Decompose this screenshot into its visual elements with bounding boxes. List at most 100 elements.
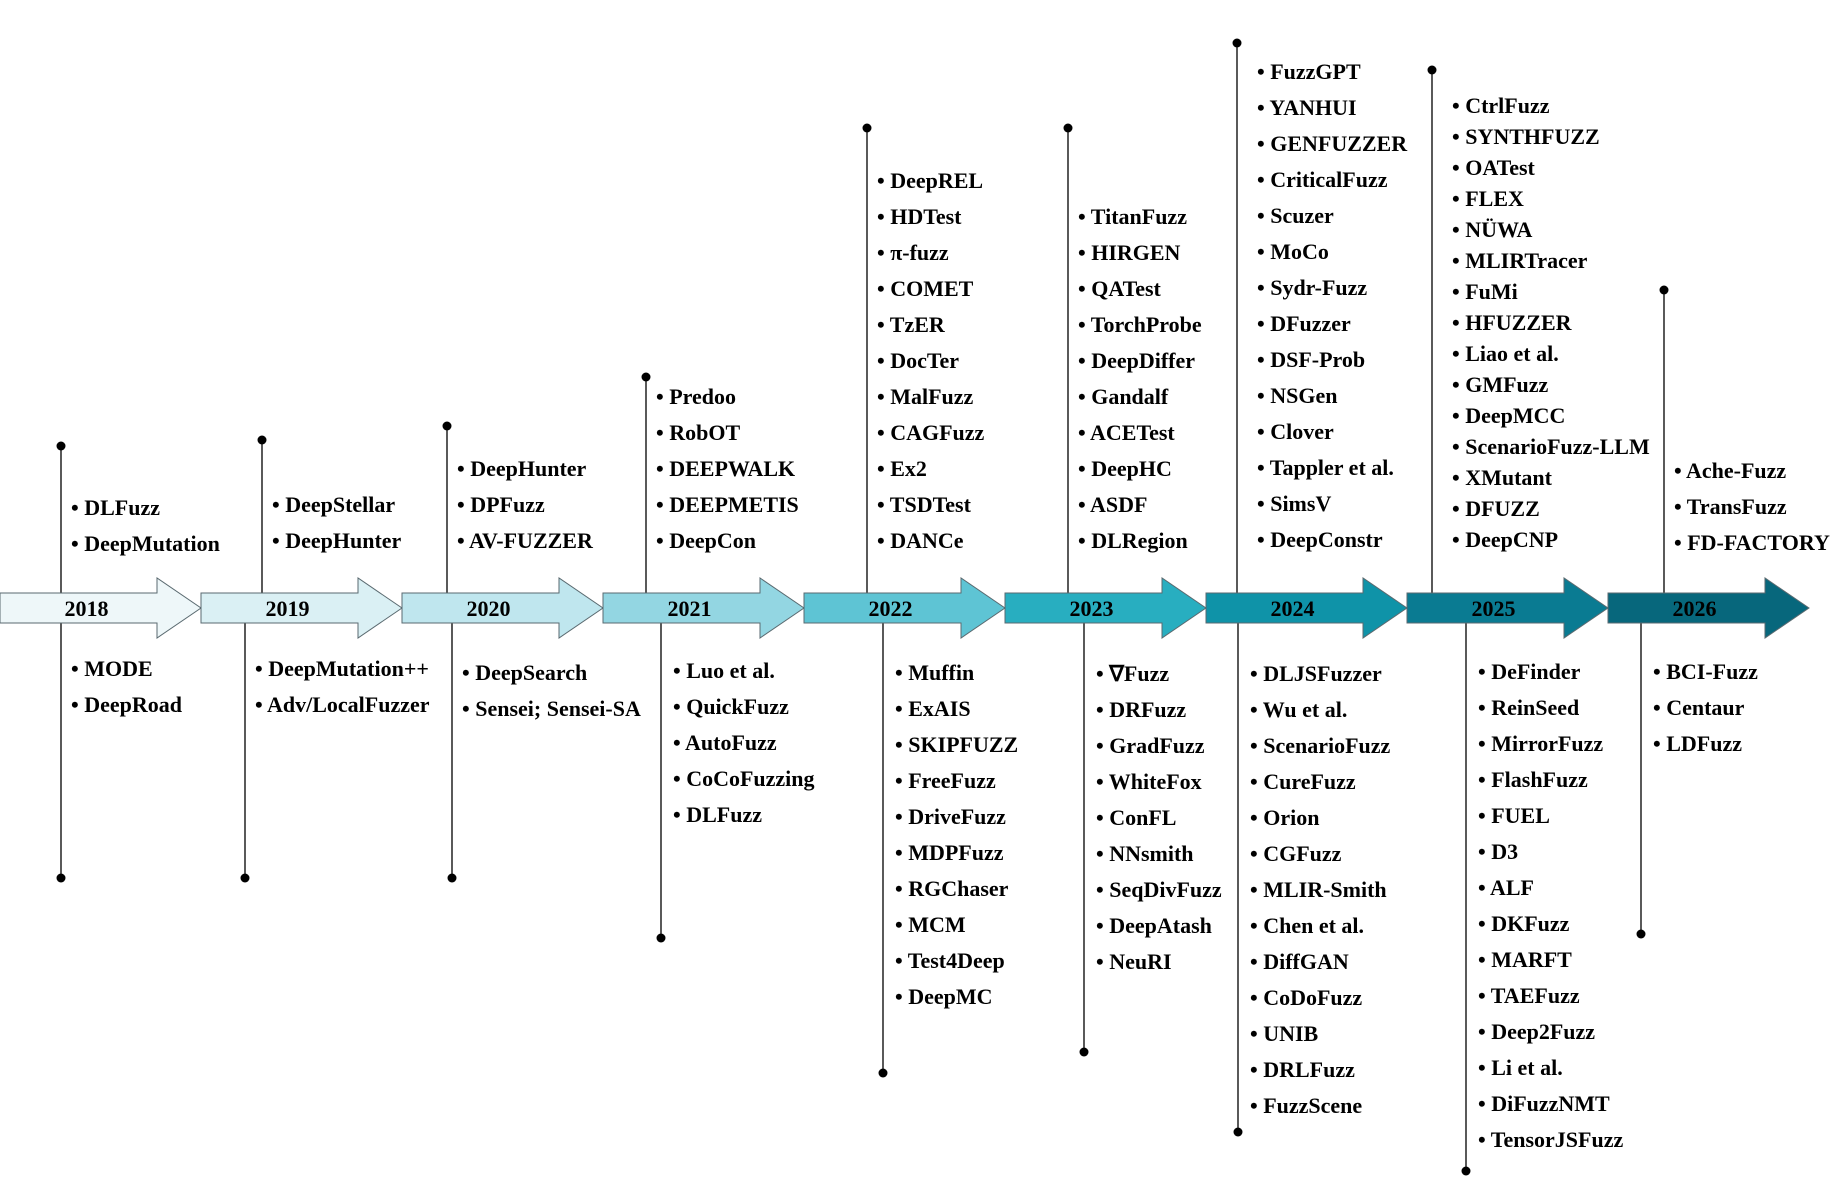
connector-lines <box>56 38 1669 1176</box>
tool-label: • Deep2Fuzz <box>1478 1019 1595 1044</box>
tool-label: • GradFuzz <box>1096 733 1205 758</box>
tool-label: • NÜWA <box>1452 217 1533 242</box>
tool-label: • DLFuzz <box>71 495 160 520</box>
connector-dot-up-2024 <box>1232 38 1242 48</box>
tool-label: • DFuzzer <box>1257 311 1351 336</box>
tool-label: • DLJSFuzzer <box>1250 661 1382 686</box>
year-label-2018: 2018 <box>65 596 109 621</box>
tool-label: • GMFuzz <box>1452 372 1549 397</box>
tool-label: • CriticalFuzz <box>1257 167 1388 192</box>
tool-label: • Li et al. <box>1478 1055 1563 1080</box>
tool-label: • HFUZZER <box>1452 310 1573 335</box>
tool-label: • DriveFuzz <box>895 804 1006 829</box>
year-label-2019: 2019 <box>266 596 310 621</box>
tool-label: • DiffGAN <box>1250 949 1349 974</box>
connector-dot-down-2025 <box>1461 1166 1471 1176</box>
tool-label: • MLIR-Smith <box>1250 877 1387 902</box>
tool-label: • DeepStellar <box>272 492 395 517</box>
tool-label: • Scuzer <box>1257 203 1334 228</box>
year-arrow-2021 <box>602 577 805 639</box>
year-arrow-2019 <box>200 577 403 639</box>
tool-label: • DSF-Prob <box>1257 347 1365 372</box>
tool-label: • Liao et al. <box>1452 341 1559 366</box>
tool-label: • DeepMutation <box>71 531 220 556</box>
tool-label: • HIRGEN <box>1078 240 1181 265</box>
year-arrows <box>0 577 1810 639</box>
tool-label: • MODE <box>71 656 153 681</box>
connector-dot-up-2020 <box>442 421 452 431</box>
year-label-2022: 2022 <box>869 596 913 621</box>
tool-label: • DLRegion <box>1078 528 1188 553</box>
year-arrow-2026 <box>1607 577 1810 639</box>
tool-label: • Chen et al. <box>1250 913 1364 938</box>
tool-label: • RGChaser <box>895 876 1009 901</box>
tool-label: • FlashFuzz <box>1478 767 1588 792</box>
tool-label: • π-fuzz <box>877 240 949 265</box>
tool-label: • MalFuzz <box>877 384 974 409</box>
tool-label: • ConFL <box>1096 805 1176 830</box>
tool-label: • QuickFuzz <box>673 694 789 719</box>
year-arrow-2020 <box>401 577 604 639</box>
tool-label: • Test4Deep <box>895 948 1005 973</box>
tool-label: • SYNTHFUZZ <box>1452 124 1600 149</box>
tool-label: • TorchProbe <box>1078 312 1202 337</box>
tool-label: • ACETest <box>1078 420 1175 445</box>
tool-label: • MARFT <box>1478 947 1572 972</box>
tool-label: • CtrlFuzz <box>1452 93 1550 118</box>
tool-label: • FreeFuzz <box>895 768 996 793</box>
tool-label: • YANHUI <box>1257 95 1357 120</box>
connector-dot-up-2022 <box>862 123 872 133</box>
tool-label: • TransFuzz <box>1674 494 1787 519</box>
tool-label: • FuMi <box>1452 279 1518 304</box>
tool-label: • D3 <box>1478 839 1518 864</box>
tool-label: • AutoFuzz <box>673 730 777 755</box>
tool-label: • Wu et al. <box>1250 697 1347 722</box>
tool-label: • ALF <box>1478 875 1534 900</box>
tool-label: • ScenarioFuzz-LLM <box>1452 434 1650 459</box>
tool-label: • OATest <box>1452 155 1536 180</box>
tool-label: • Ex2 <box>877 456 927 481</box>
connector-dot-down-2018 <box>56 873 66 883</box>
tool-label: • Muffin <box>895 660 974 685</box>
tool-label: • MoCo <box>1257 239 1329 264</box>
tool-label: • DeepCon <box>656 528 756 553</box>
tool-label: • CGFuzz <box>1250 841 1342 866</box>
year-label-2020: 2020 <box>467 596 511 621</box>
tool-label: • CoDoFuzz <box>1250 985 1362 1010</box>
year-arrow-2023 <box>1004 577 1207 639</box>
tool-label: • Centaur <box>1653 695 1745 720</box>
tool-label: • SimsV <box>1257 491 1331 516</box>
connector-dot-down-2026 <box>1636 929 1646 939</box>
connector-dot-up-2026 <box>1659 285 1669 295</box>
year-label-2021: 2021 <box>668 596 712 621</box>
tool-label: • MLIRTracer <box>1452 248 1588 273</box>
tool-label: • NNsmith <box>1096 841 1194 866</box>
tool-label: • MDPFuzz <box>895 840 1004 865</box>
tool-label: • XMutant <box>1452 465 1553 490</box>
tool-label: • ScenarioFuzz <box>1250 733 1391 758</box>
tool-label: • TensorJSFuzz <box>1478 1127 1623 1152</box>
tool-labels: 2018 • DLFuzz • DeepMutation • MODE • DeepRo… <box>65 59 1830 1152</box>
tool-label: • LDFuzz <box>1653 731 1742 756</box>
tool-label: • DeepMutation++ <box>255 656 429 681</box>
connector-dot-down-2020 <box>447 873 457 883</box>
tool-label: • TSDTest <box>877 492 972 517</box>
tool-label: • Gandalf <box>1078 384 1169 409</box>
tool-label: • DiFuzzNMT <box>1478 1091 1610 1116</box>
tool-label: • DeepConstr <box>1257 527 1383 552</box>
connector-dot-up-2019 <box>257 435 267 445</box>
connector-dot-down-2024 <box>1233 1127 1243 1137</box>
tool-label: • Predoo <box>656 384 736 409</box>
tool-label: • GENFUZZER <box>1257 131 1408 156</box>
tool-label: • MCM <box>895 912 966 937</box>
year-arrow-2022 <box>803 577 1006 639</box>
tool-label: • ExAIS <box>895 696 971 721</box>
tool-label: • Luo et al. <box>673 658 775 683</box>
tool-label: • HDTest <box>877 204 962 229</box>
tool-label: • FuzzGPT <box>1257 59 1361 84</box>
tool-label: • ∇Fuzz <box>1096 661 1169 686</box>
tool-label: • DeFinder <box>1478 659 1581 684</box>
tool-label: • DANCe <box>877 528 964 553</box>
tool-label: • NeuRI <box>1096 949 1172 974</box>
